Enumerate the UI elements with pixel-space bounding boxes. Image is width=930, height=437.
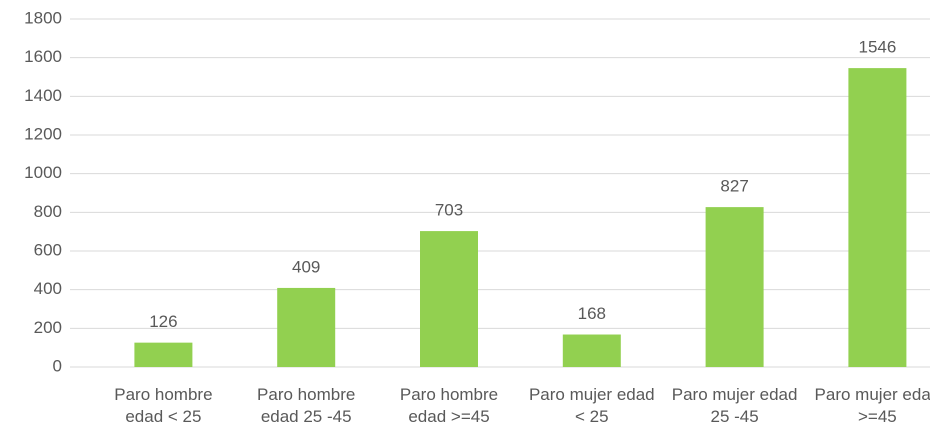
bar <box>420 231 478 367</box>
data-label: 168 <box>578 304 606 323</box>
y-tick-label: 200 <box>34 318 62 337</box>
x-tick-label: Paro mujer edad 25 -45 <box>671 385 798 426</box>
y-tick-label: 1600 <box>24 47 62 66</box>
bar <box>848 68 907 368</box>
bar <box>277 287 336 367</box>
x-tick-label: Paro mujer edad < 25 <box>528 385 655 426</box>
y-tick-label: 800 <box>34 202 62 221</box>
y-tick-label: 0 <box>53 356 62 375</box>
bar <box>562 334 621 367</box>
x-tick-label: Paro hombre edad 25 -45 <box>257 385 356 426</box>
x-tick-label: Paro mujer edad >=45 <box>814 385 930 426</box>
data-label: 126 <box>149 312 177 331</box>
x-tick-label: Paro hombre edad < 25 <box>114 385 213 426</box>
y-tick-label: 1200 <box>24 124 62 143</box>
bar <box>705 207 764 367</box>
x-tick-label: Paro hombre edad >=45 <box>399 385 499 426</box>
data-label: 1546 <box>858 38 896 57</box>
y-tick-label: 1000 <box>24 163 62 182</box>
data-label: 827 <box>720 177 748 196</box>
data-label: 703 <box>435 201 463 220</box>
y-tick-label: 1800 <box>24 8 62 27</box>
y-tick-label: 400 <box>34 279 62 298</box>
y-tick-label: 600 <box>34 240 62 259</box>
bar <box>134 342 193 367</box>
data-label: 409 <box>292 257 320 276</box>
y-tick-label: 1400 <box>24 86 62 105</box>
